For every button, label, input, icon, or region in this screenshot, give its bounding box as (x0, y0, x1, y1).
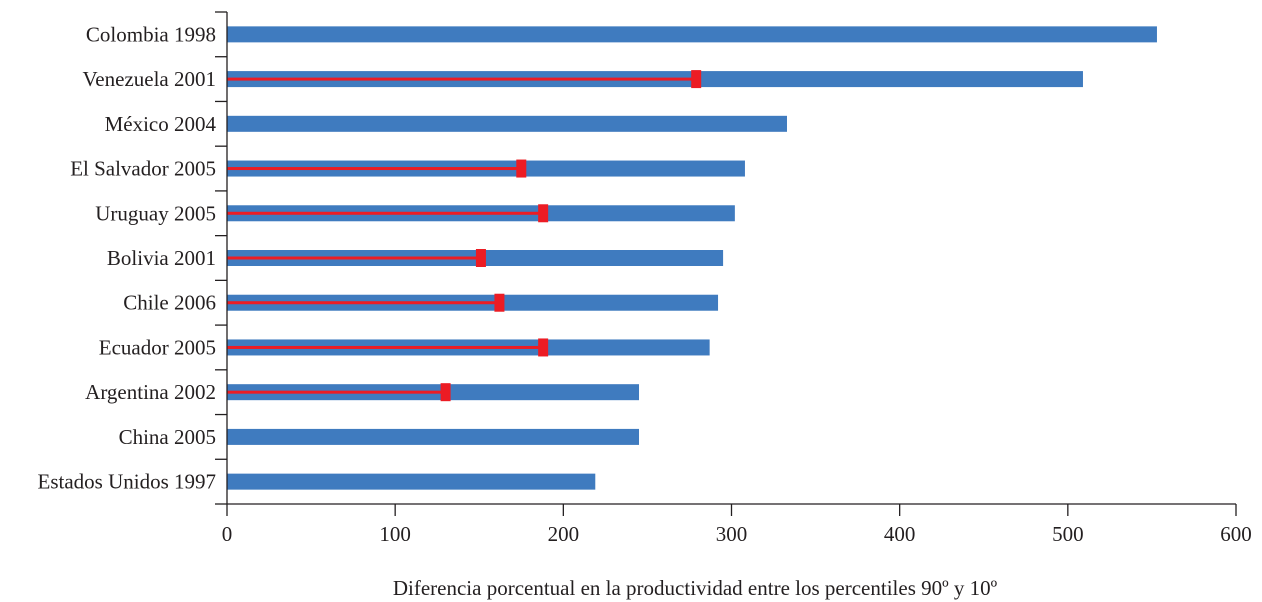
category-labels: Colombia 1998 Venezuela 2001 México 2004 El… (38, 22, 217, 493)
marker-point (691, 70, 702, 89)
bar (227, 115, 787, 132)
category-label: Chile 2006 (123, 291, 216, 315)
marker-line (227, 77, 697, 81)
bar (227, 473, 596, 490)
x-tick-label: 600 (1220, 522, 1252, 546)
marker-point (538, 204, 549, 223)
x-ticks: 0 100 200 300 400 500 600 (222, 504, 1252, 546)
marker-line (227, 256, 481, 260)
category-label: Argentina 2002 (85, 380, 216, 404)
marker-line (227, 167, 522, 171)
x-tick-label: 200 (548, 522, 580, 546)
marker-line (227, 390, 446, 394)
marker-point (440, 383, 451, 402)
x-tick-label: 400 (884, 522, 916, 546)
x-tick-label: 500 (1052, 522, 1084, 546)
category-label: Venezuela 2001 (82, 67, 216, 91)
category-label: Estados Unidos 1997 (38, 470, 217, 494)
marker-line (227, 301, 500, 305)
marker-line (227, 345, 544, 349)
category-label: Bolivia 2001 (107, 246, 216, 270)
marker-point (475, 249, 486, 267)
marker-point (516, 159, 527, 178)
x-axis-title: Diferencia porcentual en la productivida… (393, 576, 998, 600)
markers-layer (227, 70, 702, 402)
marker-point (538, 338, 549, 357)
category-label: Uruguay 2005 (95, 201, 216, 225)
marker-line (227, 211, 544, 215)
x-tick-label: 100 (379, 522, 411, 546)
category-label: China 2005 (119, 425, 216, 449)
bar (227, 428, 640, 445)
bar (227, 26, 1157, 43)
category-label: Colombia 1998 (86, 22, 216, 46)
category-label: El Salvador 2005 (70, 157, 216, 181)
category-label: Ecuador 2005 (99, 335, 216, 359)
x-tick-label: 0 (222, 522, 233, 546)
category-label: México 2004 (105, 112, 217, 136)
marker-point (494, 293, 505, 312)
x-tick-label: 300 (716, 522, 748, 546)
